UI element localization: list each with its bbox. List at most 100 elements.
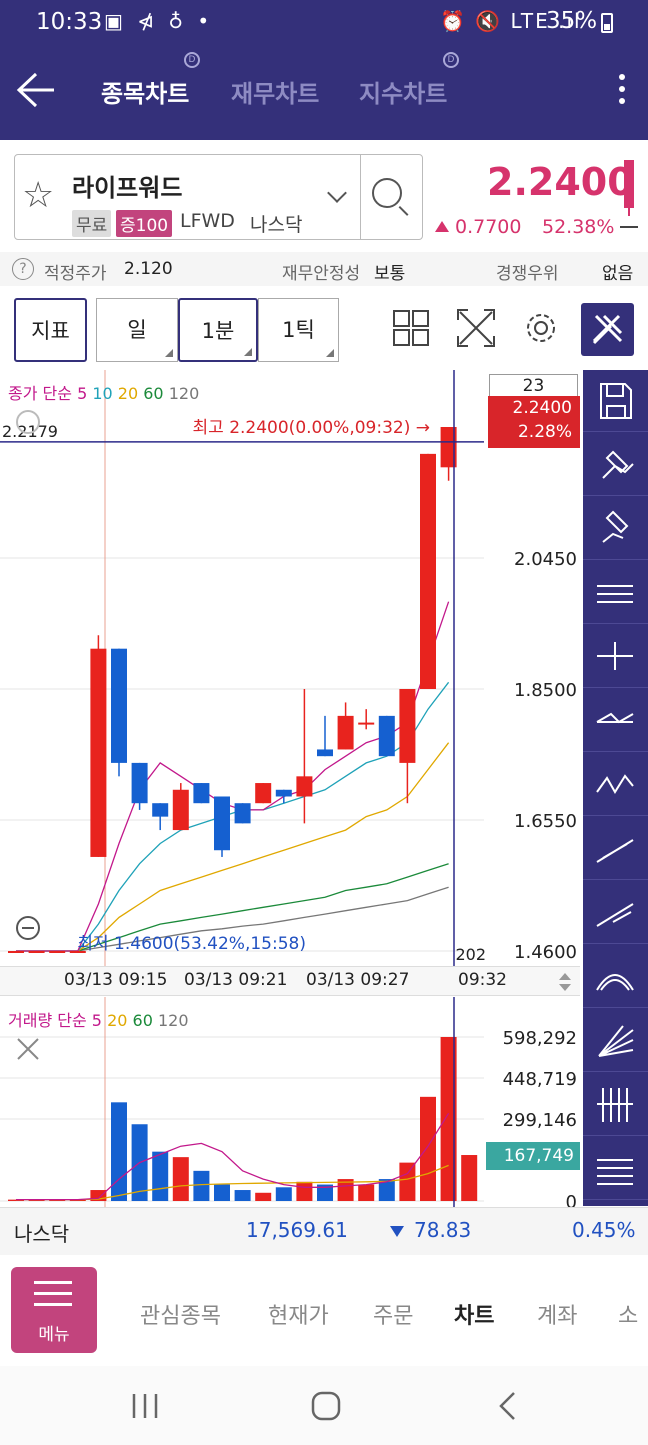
nav-chart[interactable]: 차트: [454, 1304, 495, 1329]
menu-label: 메뉴: [38, 1325, 70, 1345]
nav-current-price[interactable]: 현재가: [268, 1304, 329, 1329]
ma-legend-title: 종가 단순: [8, 384, 72, 403]
crosshair-line-icon[interactable]: [583, 626, 648, 688]
drawing-tools-button[interactable]: [581, 303, 634, 356]
zoom-out-icon: [16, 916, 40, 940]
volume-bar: [440, 1037, 457, 1201]
battery-level: 35%: [546, 8, 598, 34]
ma5-line: [16, 601, 450, 952]
gear-icon[interactable]: [521, 308, 561, 348]
back-button[interactable]: [16, 72, 56, 108]
nav-order[interactable]: 주문: [373, 1304, 414, 1329]
eraser-all-icon[interactable]: [583, 498, 648, 560]
indicator-button[interactable]: 지표: [14, 298, 87, 362]
vol-legend-title: 거래량 단순: [8, 1011, 87, 1030]
bottom-nav: [0, 1256, 648, 1366]
candle-body: [152, 803, 169, 817]
auto-trend-icon-path: [596, 903, 634, 927]
price-candle-icon: [624, 160, 634, 208]
eraser-all-icon-glyph: [602, 510, 629, 543]
save-icon[interactable]: [583, 370, 648, 432]
recent-apps-icon[interactable]: [130, 1392, 160, 1420]
scroll-updown-icon[interactable]: [558, 970, 572, 994]
period-day-button[interactable]: 일: [96, 298, 178, 362]
volume-legend: 거래량 단순 5 20 60 120: [8, 1007, 189, 1031]
candle-body: [131, 762, 148, 804]
tab-badge-icon: D: [443, 52, 459, 68]
fair-price-value: 2.120: [124, 259, 173, 279]
volume-bar: [8, 1199, 24, 1201]
horizontal-lines-icon[interactable]: [583, 1138, 648, 1200]
nav-more[interactable]: 소: [618, 1304, 639, 1329]
ma-legend-120: 120: [168, 384, 200, 403]
zoom-in-icon: [16, 410, 40, 434]
vol-legend-120: 120: [157, 1011, 189, 1030]
price-tick-label: 2.0450: [514, 549, 577, 570]
status-system-icons: ⏰ 🔇 LTE .ıl: [440, 9, 582, 33]
candle-body: [317, 749, 333, 757]
status-time: 10:33: [36, 9, 103, 35]
nav-account[interactable]: 계좌: [537, 1304, 578, 1329]
fan-icon-glyph: [598, 1025, 634, 1057]
nav-watchlist[interactable]: 관심종목: [140, 1304, 221, 1329]
ma-legend-10: 10: [92, 384, 113, 403]
time-axis[interactable]: [0, 966, 580, 996]
candle-body: [172, 789, 189, 831]
vol-legend-5: 5: [91, 1011, 102, 1030]
volume-bar: [461, 1155, 478, 1201]
volume-bar: [152, 1151, 169, 1201]
candle-body: [358, 722, 375, 725]
period-1tick-button[interactable]: 1틱: [258, 298, 339, 362]
volume-bar: [358, 1184, 375, 1201]
fan-icon[interactable]: [583, 1010, 648, 1072]
period-1min-button[interactable]: 1분: [178, 298, 258, 362]
crosshair-line-icon-glyph: [597, 642, 633, 670]
arc-icon-glyph: [596, 974, 634, 991]
search-icon[interactable]: [372, 178, 402, 208]
crosshair-price-label: 2.2179: [2, 422, 58, 441]
hcl-line-icon-path: [597, 585, 633, 603]
trend-mark-icon[interactable]: [583, 690, 648, 752]
more-menu-button[interactable]: [612, 70, 632, 112]
close-icon: [17, 1038, 39, 1060]
tab-stock-chart[interactable]: 종목차트: [101, 80, 190, 108]
price-chart[interactable]: 2.0450 1.8500 1.6550 1.4600 2.2179 최고 2.2400(…: [0, 370, 580, 966]
fullscreen-icon[interactable]: [456, 308, 496, 348]
volume-bar: [90, 1190, 107, 1201]
high-price-tag-pct: 2.28%: [517, 422, 572, 442]
help-icon[interactable]: ?: [12, 258, 34, 280]
eraser-icon[interactable]: [583, 434, 648, 496]
zigzag-icon[interactable]: [583, 754, 648, 816]
top-bar: [0, 0, 648, 140]
back-arrow-icon: [16, 72, 54, 108]
index-change-percent: 0.45%: [572, 1218, 636, 1242]
star-icon[interactable]: ☆: [22, 175, 55, 216]
tab-financial-chart[interactable]: 재무차트: [231, 80, 320, 108]
candle-count-box[interactable]: 23: [489, 374, 578, 398]
time-label: 03/13 09:27: [306, 970, 410, 990]
crosshair-line-icon-path: [597, 642, 633, 670]
down-arrow-icon: [390, 1226, 404, 1237]
index-change: 78.83: [414, 1218, 472, 1242]
index-value: 17,569.61: [246, 1218, 348, 1242]
tab-index-chart[interactable]: 지수차트: [359, 80, 448, 108]
volume-tick-label: 299,146: [503, 1110, 577, 1131]
ma60-line: [16, 863, 449, 952]
vol-legend-60: 60: [132, 1011, 153, 1030]
volume-bar: [378, 1179, 395, 1201]
volume-chart[interactable]: 598,292 448,719 299,146 0: [0, 997, 580, 1207]
back-icon[interactable]: [496, 1390, 520, 1422]
auto-trend-icon[interactable]: [583, 882, 648, 944]
current-price: 2.2400: [487, 160, 634, 204]
hcl-line-icon[interactable]: [583, 562, 648, 624]
arc-icon[interactable]: [583, 946, 648, 1008]
price-candle-wick: [628, 204, 630, 216]
vertical-lines-icon[interactable]: [583, 1074, 648, 1136]
candle-body: [275, 789, 292, 797]
home-icon[interactable]: [310, 1390, 342, 1422]
index-ticker-bar[interactable]: [0, 1207, 648, 1255]
trendline-icon[interactable]: [583, 818, 648, 880]
grid-layout-icon[interactable]: [391, 308, 431, 348]
system-nav-bar: [0, 1366, 648, 1445]
